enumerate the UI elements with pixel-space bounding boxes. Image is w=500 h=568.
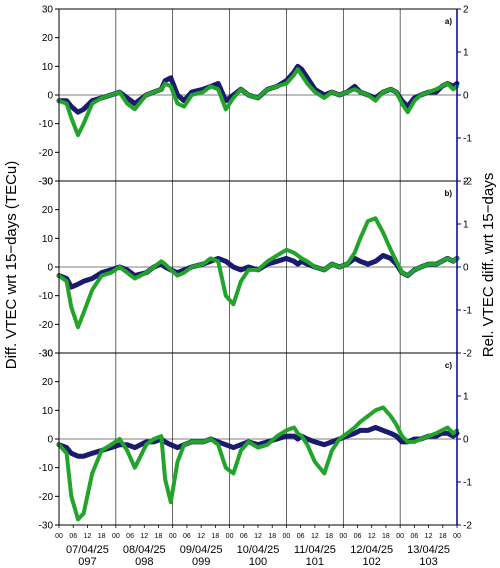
x-tick-label: 18 [155,533,163,540]
doy-label: 100 [249,556,267,568]
x-tick-label: 00 [55,533,63,540]
right-tick-label: -1 [463,478,472,489]
series-line-2 [57,216,459,330]
x-tick-label: 12 [140,533,148,540]
doy-label: 103 [419,556,437,568]
right-tick-label: 0 [463,91,469,102]
right-tick-label: 2 [463,5,469,16]
y-tick-label: 0 [47,435,53,446]
x-tick-label: 00 [112,533,120,540]
x-tick-label: 06 [183,533,191,540]
y-tick-label: 10 [42,62,54,73]
right-tick-label: 1 [463,220,469,231]
right-tick-label: -2 [463,177,472,188]
y-tick-label: -20 [39,492,54,503]
y-tick-label: -20 [39,148,54,159]
y-tick-label: 0 [47,263,53,274]
right-tick-label: 0 [463,263,469,274]
x-tick-label: 18 [211,533,219,540]
x-tick-label: 00 [339,533,347,540]
x-tick-label: 12 [197,533,205,540]
left-axis-label: Diff. VTEC wrt 15−days (TECu) [3,161,20,370]
x-tick-label: 06 [240,533,248,540]
x-tick-label: 00 [453,533,461,540]
x-tick-label: 12 [368,533,376,540]
y-tick-label: 30 [42,177,54,188]
series-line-1 [56,63,460,115]
date-label: 07/04/25 [66,544,109,556]
right-tick-label: 0 [463,435,469,446]
x-tick-label: 06 [69,533,77,540]
doy-label: 101 [306,556,324,568]
date-label: 09/04/25 [180,544,223,556]
series-line-2 [57,405,459,522]
x-tick-label: 00 [226,533,234,540]
y-tick-label: -30 [39,349,54,360]
right-tick-label: -2 [463,349,472,360]
x-tick-label: 18 [98,533,106,540]
x-tick-label: 12 [84,533,92,540]
x-tick-label: 06 [297,533,305,540]
x-tick-label: 00 [396,533,404,540]
y-tick-label: 30 [42,349,54,360]
y-tick-label: -30 [39,177,54,188]
date-label: 12/04/25 [350,544,393,556]
doy-label: 099 [192,556,210,568]
y-tick-label: 10 [42,234,54,245]
x-tick-label: 00 [169,533,177,540]
panel-label: c) [445,361,452,370]
right-tick-label: -1 [463,134,472,145]
x-tick-label: 18 [325,533,333,540]
right-tick-label: -1 [463,306,472,317]
right-tick-label: -2 [463,521,472,532]
x-tick-label: 12 [254,533,262,540]
series-line-2 [57,67,459,138]
y-tick-label: -10 [39,463,54,474]
date-label: 13/04/25 [407,544,450,556]
y-tick-label: 0 [47,91,53,102]
y-tick-label: 20 [42,33,54,44]
right-tick-label: 2 [463,177,469,188]
x-tick-label: 12 [425,533,433,540]
x-tick-label: 18 [268,533,276,540]
doy-label: 102 [363,556,381,568]
x-tick-label: 06 [410,533,418,540]
date-label: 11/04/25 [294,544,336,556]
right-axis-label: Rel. VTEC diff. wrt 15−days [480,173,497,357]
x-tick-label: 18 [382,533,390,540]
doy-label: 097 [78,556,96,568]
y-tick-label: 20 [42,205,54,216]
y-tick-label: -30 [39,521,54,532]
date-label: 10/04/25 [237,544,280,556]
panel-label: a) [445,17,452,26]
x-tick-label: 06 [126,533,134,540]
doy-label: 098 [135,556,153,568]
y-tick-label: -10 [39,291,54,302]
panel-label: b) [444,189,452,198]
x-tick-label: 06 [354,533,362,540]
y-tick-label: 30 [42,5,54,16]
x-tick-label: 12 [311,533,319,540]
y-tick-label: 20 [42,377,54,388]
y-tick-label: -10 [39,119,54,130]
right-tick-label: 1 [463,48,469,59]
y-tick-label: -20 [39,320,54,331]
y-tick-label: 10 [42,406,54,417]
date-label: 08/04/25 [123,544,166,556]
right-tick-label: 1 [463,392,469,403]
x-tick-label: 00 [283,533,291,540]
x-tick-label: 18 [439,533,447,540]
